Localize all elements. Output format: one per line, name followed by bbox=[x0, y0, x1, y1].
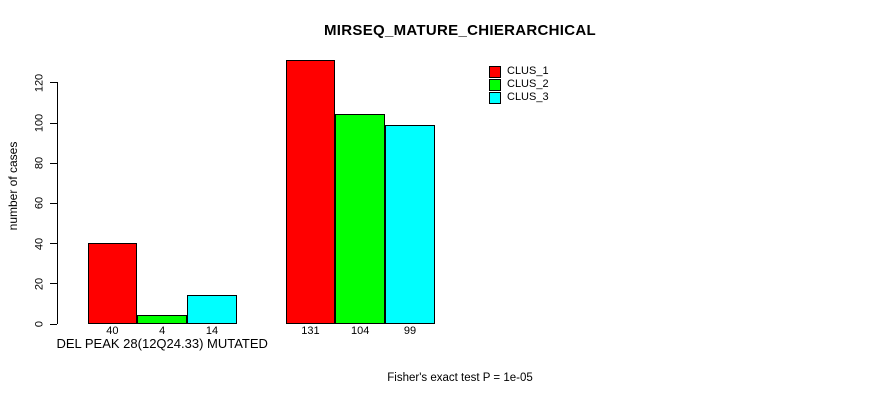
legend-row: CLUS_1 bbox=[489, 65, 549, 78]
y-axis-tick bbox=[50, 323, 57, 325]
y-axis-tick-label: 120 bbox=[33, 73, 46, 92]
y-axis-tick bbox=[50, 122, 57, 124]
y-axis-tick-label: 60 bbox=[33, 197, 46, 210]
bar-clus_1-group2 bbox=[285, 60, 336, 325]
y-axis-tick-label: 0 bbox=[33, 320, 46, 328]
y-axis-tick-label: 80 bbox=[33, 157, 46, 170]
y-axis-tick bbox=[50, 162, 57, 164]
bar-value-label: 131 bbox=[301, 325, 320, 337]
clus_3-swatch bbox=[489, 91, 501, 104]
bar-clus_3-group1 bbox=[187, 295, 237, 325]
chart-title: MIRSEQ_MATURE_CHIERARCHICAL bbox=[324, 22, 596, 39]
clus_1-swatch bbox=[489, 65, 501, 78]
bar-clus_1-group1 bbox=[87, 243, 138, 325]
bar-value-label: 104 bbox=[351, 325, 370, 337]
y-axis-tick-label: 40 bbox=[33, 237, 46, 250]
legend-label-clus_2: CLUS_2 bbox=[507, 78, 549, 90]
legend-row: CLUS_2 bbox=[489, 78, 549, 91]
bar-clus_2-group1 bbox=[137, 315, 188, 325]
annotation-text: Fisher's exact test P = 1e-05 bbox=[387, 372, 533, 384]
x-axis-group-label: DEL PEAK 28(12Q24.33) MUTATED bbox=[56, 336, 268, 351]
bar-value-label: 99 bbox=[403, 325, 417, 337]
bar-clus_2-group2 bbox=[335, 114, 386, 325]
legend-row: CLUS_3 bbox=[489, 91, 549, 104]
bar-clus_3-group2 bbox=[385, 124, 435, 325]
legend-label-clus_3: CLUS_3 bbox=[507, 91, 549, 103]
y-axis-tick-label: 20 bbox=[33, 277, 46, 290]
y-axis-line bbox=[57, 82, 58, 325]
y-axis-tick bbox=[50, 202, 57, 204]
bar-value-label: 14 bbox=[205, 325, 219, 337]
y-axis-tick bbox=[50, 243, 57, 245]
clus_2-swatch bbox=[489, 78, 501, 91]
y-axis-tick-label: 100 bbox=[33, 113, 46, 133]
bar-value-label: 4 bbox=[159, 325, 166, 337]
legend-label-clus_1: CLUS_1 bbox=[507, 65, 549, 77]
y-axis-tick bbox=[50, 82, 57, 84]
bar-value-label: 40 bbox=[106, 325, 119, 337]
legend: CLUS_1 CLUS_2 CLUS_3 bbox=[489, 65, 549, 104]
y-axis-tick bbox=[50, 283, 57, 285]
